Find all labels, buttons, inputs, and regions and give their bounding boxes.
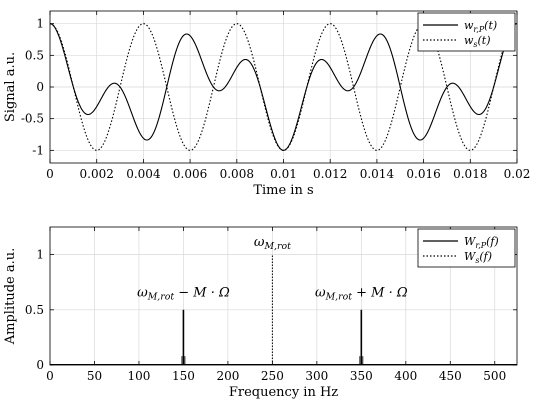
wr-series-line [49, 23, 518, 151]
freq-y-tick-label: 0 [36, 358, 44, 372]
freq-x-tick-label: 300 [305, 369, 328, 383]
time-y-tick-label: 0.5 [25, 48, 44, 62]
freq-x-tick-label: 150 [172, 369, 195, 383]
time-x-tick-label: 0.006 [173, 167, 207, 181]
time-domain-plot: 0 0.002 0.004 0.006 0.008 0.01 0.012 0.014 0.016… [3, 10, 531, 198]
time-legend: wr,P​(t)ws​(t) [417, 12, 516, 52]
time-y-tick-label: 0 [36, 80, 44, 94]
freq-x-tick-label: 250 [261, 369, 284, 383]
frequency-plot-frame [49, 226, 518, 366]
frequency-x-axis-label: Frequency in Hz [229, 385, 338, 400]
time-x-tick-label: 0.012 [313, 167, 347, 181]
peak-annotation: ωM,rot​ − M · Ω [137, 286, 230, 303]
time-x-tick-label: 0.002 [80, 167, 114, 181]
freq-x-tick-label: 0 [46, 369, 54, 383]
time-x-tick-label: 0.008 [220, 167, 254, 181]
peak-annotation: ωM,rot​ + M · Ω [315, 286, 408, 303]
freq-y-tick-label: 1 [36, 248, 44, 262]
time-y-tick-label: 1 [36, 17, 44, 31]
time-x-tick-label: 0.02 [504, 167, 531, 181]
freq-x-tick-label: 450 [439, 369, 462, 383]
time-x-tick-label: 0 [46, 167, 54, 181]
time-x-axis-label: Time in s [253, 183, 313, 198]
freq-x-tick-label: 350 [350, 369, 373, 383]
time-x-tick-label: 0.01 [270, 167, 297, 181]
frequency-y-axis-label: Amplitude a.u. [3, 248, 18, 345]
freq-x-tick-label: 500 [483, 369, 506, 383]
frequency-domain-plot: 0 50 100 150 200 250 300 350 400 450 500 0 0.5 1 Freq… [3, 226, 518, 400]
time-y-tick-label: -1 [32, 143, 44, 157]
time-legend-entry: ws​(t) [464, 34, 491, 49]
freq-x-tick-label: 50 [87, 369, 102, 383]
freq-y-tick-label: 0.5 [25, 303, 44, 317]
time-x-tick-label: 0.014 [360, 167, 395, 181]
time-x-tick-label: 0.004 [126, 167, 161, 181]
freq-x-tick-label: 200 [216, 369, 239, 383]
freq-legend-entry: Wr,P​(f) [464, 235, 499, 250]
freq-x-tick-label: 400 [394, 369, 417, 383]
time-legend-entry: wr,P​(t) [464, 19, 497, 34]
time-x-tick-label: 0.016 [406, 167, 440, 181]
time-y-axis-label: Signal a.u. [3, 52, 18, 122]
peak-annotation: ωM,rot​ [254, 235, 291, 252]
time-y-tick-label: -0.5 [21, 112, 44, 126]
time-x-tick-label: 0.018 [453, 167, 487, 181]
freq-x-tick-label: 100 [127, 369, 150, 383]
frequency-legend: Wr,P​(f)Ws​(f) [417, 228, 516, 268]
freq-legend-entry: Ws​(f) [464, 250, 492, 265]
